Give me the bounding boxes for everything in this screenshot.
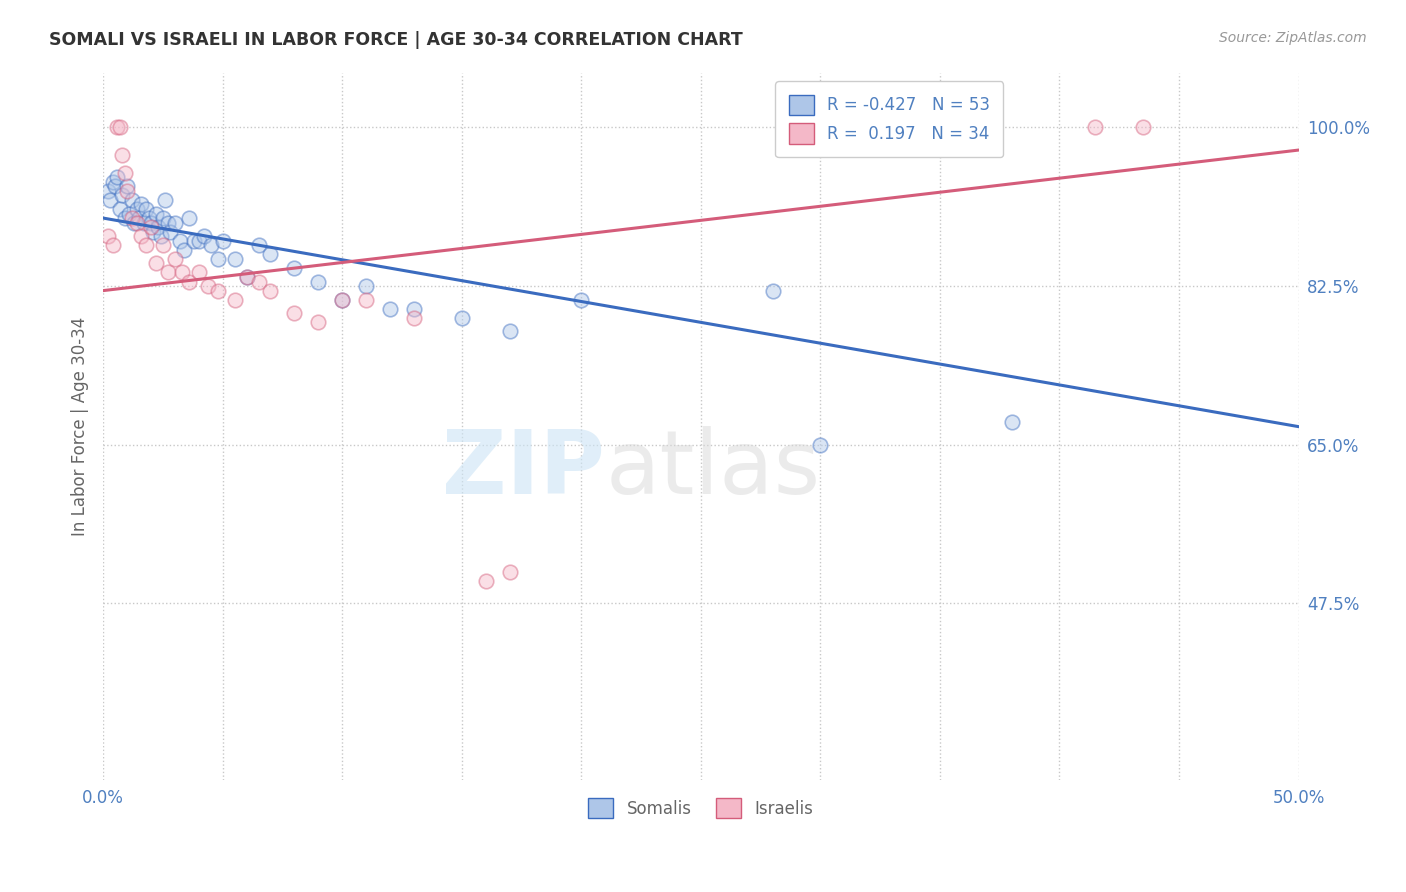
Point [307, 275, 329, 289]
Point [163, 216, 186, 230]
Point [235, 270, 257, 285]
Point [259, 284, 281, 298]
Point [235, 270, 257, 285]
Point [259, 247, 281, 261]
Point [114, 211, 136, 225]
Point [107, 170, 129, 185]
Point [354, 293, 377, 307]
Point [808, 438, 831, 452]
Text: Source: ZipAtlas.com: Source: ZipAtlas.com [1219, 31, 1367, 45]
Point [131, 229, 153, 244]
Point [498, 565, 520, 579]
Point [101, 238, 124, 252]
Point [402, 310, 425, 325]
Point [1132, 120, 1154, 135]
Point [108, 202, 131, 216]
Point [111, 188, 134, 202]
Point [115, 184, 138, 198]
Point [97, 229, 120, 244]
Point [207, 252, 229, 266]
Point [125, 216, 148, 230]
Point [1001, 415, 1024, 429]
Point [569, 293, 592, 307]
Point [307, 315, 329, 329]
Point [145, 206, 167, 220]
Point [247, 238, 270, 252]
Point [761, 284, 783, 298]
Point [179, 275, 201, 289]
Point [474, 574, 496, 588]
Point [200, 238, 222, 252]
Point [132, 216, 155, 230]
Point [163, 252, 186, 266]
Point [111, 147, 134, 161]
Point [121, 193, 143, 207]
Point [169, 234, 191, 248]
Point [155, 193, 177, 207]
Point [170, 265, 193, 279]
Point [330, 293, 353, 307]
Point [283, 306, 305, 320]
Point [354, 279, 377, 293]
Point [121, 211, 143, 225]
Point [187, 234, 209, 248]
Point [98, 193, 121, 207]
Y-axis label: In Labor Force | Age 30-34: In Labor Force | Age 30-34 [72, 317, 89, 536]
Point [107, 120, 129, 135]
Point [139, 220, 162, 235]
Point [498, 325, 520, 339]
Point [450, 310, 472, 325]
Point [159, 225, 181, 239]
Point [224, 252, 246, 266]
Text: SOMALI VS ISRAELI IN LABOR FORCE | AGE 30-34 CORRELATION CHART: SOMALI VS ISRAELI IN LABOR FORCE | AGE 3… [49, 31, 742, 49]
Point [114, 166, 136, 180]
Text: ZIP: ZIP [443, 425, 605, 513]
Point [211, 234, 233, 248]
Text: atlas: atlas [605, 425, 820, 513]
Point [193, 229, 215, 244]
Point [128, 211, 150, 225]
Legend: Somalis, Israelis: Somalis, Israelis [582, 791, 820, 825]
Point [183, 234, 205, 248]
Point [173, 243, 195, 257]
Point [118, 206, 141, 220]
Point [139, 216, 162, 230]
Point [152, 211, 174, 225]
Point [152, 238, 174, 252]
Point [187, 265, 209, 279]
Point [283, 260, 305, 275]
Point [197, 279, 219, 293]
Point [138, 211, 160, 225]
Point [156, 265, 179, 279]
Point [101, 175, 124, 189]
Point [330, 293, 353, 307]
Point [104, 179, 127, 194]
Point [378, 301, 401, 316]
Point [247, 275, 270, 289]
Point [402, 301, 425, 316]
Point [135, 202, 157, 216]
Point [142, 225, 165, 239]
Point [115, 179, 138, 194]
Point [149, 229, 172, 244]
Point [108, 120, 131, 135]
Point [125, 202, 148, 216]
Point [179, 211, 201, 225]
Point [135, 238, 157, 252]
Point [207, 284, 229, 298]
Point [97, 184, 120, 198]
Point [1084, 120, 1107, 135]
Point [224, 293, 246, 307]
Point [156, 216, 179, 230]
Point [122, 216, 145, 230]
Point [145, 256, 167, 270]
Point [146, 220, 169, 235]
Point [131, 197, 153, 211]
